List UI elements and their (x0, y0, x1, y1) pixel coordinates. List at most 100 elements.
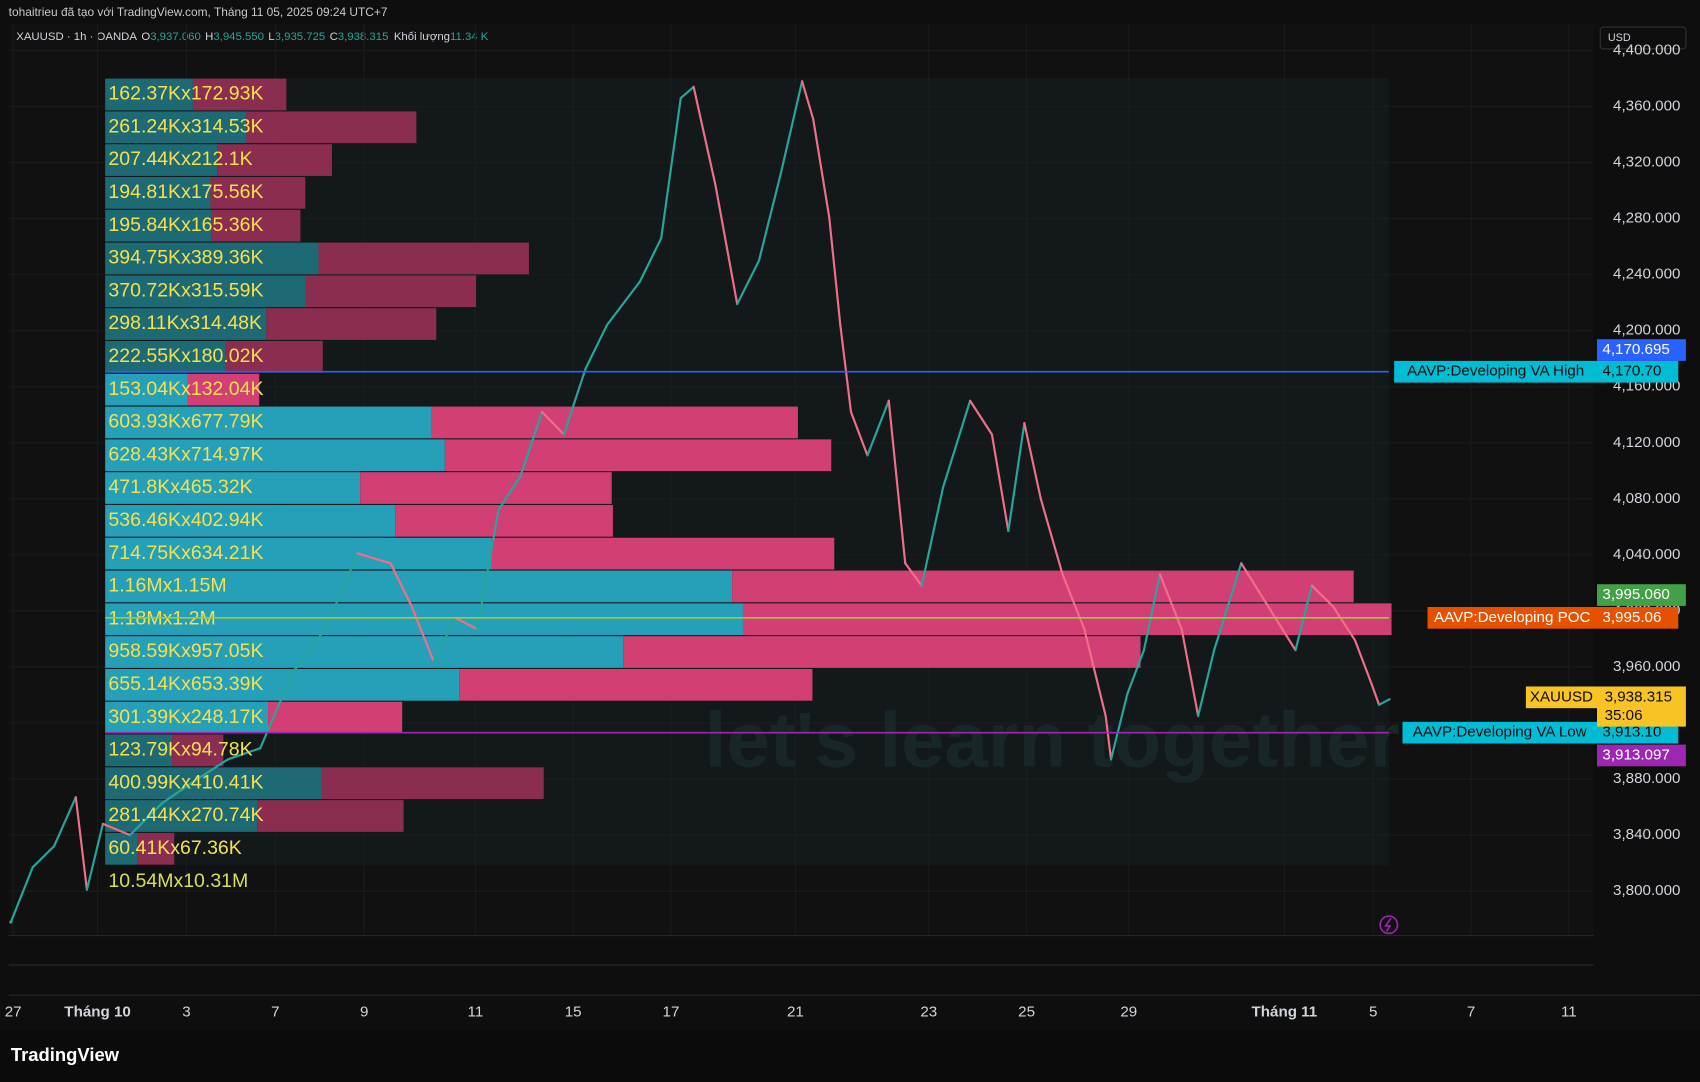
price-segment (969, 399, 993, 436)
ohlc-value: 3,937.060 (150, 31, 201, 43)
price-segment (540, 410, 565, 436)
y-tick-label: 3,840.000 (1613, 826, 1680, 843)
alert-icon[interactable] (1379, 915, 1399, 935)
y-tick-label: 4,120.000 (1613, 434, 1680, 451)
price-segment (128, 801, 164, 837)
currency: USD (1608, 32, 1631, 44)
y-tick-label: 4,240.000 (1613, 266, 1680, 283)
price-segment (74, 796, 88, 891)
profile-row-label: 194.81Kx175.56K (108, 181, 263, 203)
y-tick-label: 3,880.000 (1613, 770, 1680, 787)
price-segment (1213, 562, 1243, 652)
profile-down-bar (172, 734, 224, 767)
price-segment (497, 475, 522, 512)
profile-up-bar (105, 537, 492, 570)
profile-up-bar (105, 275, 306, 308)
profile-down-bar (246, 111, 417, 144)
price-tag: 4,170.695 (1602, 341, 1669, 358)
profile-down-bar (732, 570, 1354, 603)
profile-box (105, 78, 1389, 866)
profile-row-label: 261.24Kx314.53K (108, 115, 263, 137)
profile-down-bar (318, 242, 529, 275)
profile-up-bar (105, 242, 319, 275)
level-name: AAVP:Developing VA Low (1413, 724, 1587, 741)
symbol: XAUUSD · 1h · OANDA (16, 31, 137, 43)
level-value: 3,995.06 (1602, 609, 1661, 626)
price-segment (432, 616, 457, 663)
profile-up-bar (105, 504, 396, 537)
volume-label: Khối lượng (394, 31, 450, 43)
last-price-box (1596, 686, 1686, 727)
price-segment (736, 259, 761, 306)
x-tick-label: 17 (663, 1004, 680, 1021)
price-axis (1593, 23, 1700, 996)
x-tick-label: 11 (1561, 1004, 1577, 1021)
y-tick-label: 4,080.000 (1613, 490, 1680, 507)
brand: TradingView (11, 1044, 120, 1065)
profile-up-bar (105, 373, 188, 406)
last-price-name-box (1525, 686, 1597, 709)
ohlc-key: H (205, 31, 213, 43)
profile-up-bar (105, 144, 218, 176)
price-segment (1126, 649, 1145, 695)
profile-row-label: 301.39Kx248.17K (108, 706, 263, 728)
x-tick-label: 3 (182, 1004, 190, 1021)
profile-row-label: 153.04Kx132.04K (108, 378, 263, 400)
level-value: 4,170.70 (1602, 363, 1661, 380)
price-segment (31, 845, 56, 869)
price-segment (714, 183, 739, 306)
x-tick-label: 29 (1120, 1004, 1137, 1021)
price-segment (389, 562, 413, 608)
level-value-box (1596, 606, 1679, 629)
price-segment (904, 562, 923, 587)
price-segment (1353, 639, 1373, 685)
profile-down-bar (257, 800, 404, 832)
profile-down-bar (217, 144, 332, 176)
price-segment (1240, 562, 1270, 608)
price-segment (1039, 497, 1064, 576)
y-tick-label: 4,200.000 (1613, 322, 1680, 339)
price-segment (454, 616, 479, 631)
level-name-box (1402, 721, 1597, 744)
profile-row-label: 222.55Kx180.02K (108, 345, 263, 367)
price-segment (638, 237, 663, 283)
profile-up-bar (105, 177, 211, 209)
profile-up-bar (105, 800, 258, 832)
price-segment (584, 323, 609, 370)
profile-up-bar (105, 340, 226, 373)
profile-down-bar (742, 603, 1392, 636)
profile-row-label: 281.44Kx270.74K (108, 804, 263, 826)
profile-up-bar (105, 406, 432, 439)
price-segment (941, 399, 972, 489)
profile-down-bar (431, 406, 798, 439)
price-segment (887, 399, 907, 565)
price-segment (291, 628, 327, 674)
price-segment (562, 367, 587, 436)
ohlc-value: 3,938.315 (338, 31, 389, 43)
price-segment (801, 80, 815, 121)
profile-up-bar (105, 701, 269, 734)
price-segment (692, 85, 717, 187)
level-value-box (1596, 721, 1679, 744)
y-tick-label: 4,400.000 (1613, 41, 1680, 58)
x-tick-label: 23 (920, 1004, 937, 1021)
x-tick-label: 27 (5, 1004, 22, 1021)
level-name-box (1394, 360, 1597, 383)
price-segment (1007, 422, 1026, 533)
price-segment (757, 172, 782, 262)
currency-button[interactable] (1599, 26, 1687, 50)
price-segment (226, 747, 262, 761)
price-segment (1377, 698, 1391, 706)
profile-row-label: 370.72Kx315.59K (108, 279, 263, 301)
price-segment (920, 486, 945, 587)
level-value-box (1596, 360, 1679, 383)
profile-row-label: 195.84Kx165.36K (108, 214, 263, 236)
profile-up-bar (105, 603, 743, 636)
price-segment (1267, 605, 1297, 652)
price-segment (990, 433, 1010, 533)
ohlc-key: O (141, 31, 150, 43)
last-price-name: XAUUSD (1530, 688, 1593, 705)
x-tick-label: 21 (787, 1004, 804, 1021)
